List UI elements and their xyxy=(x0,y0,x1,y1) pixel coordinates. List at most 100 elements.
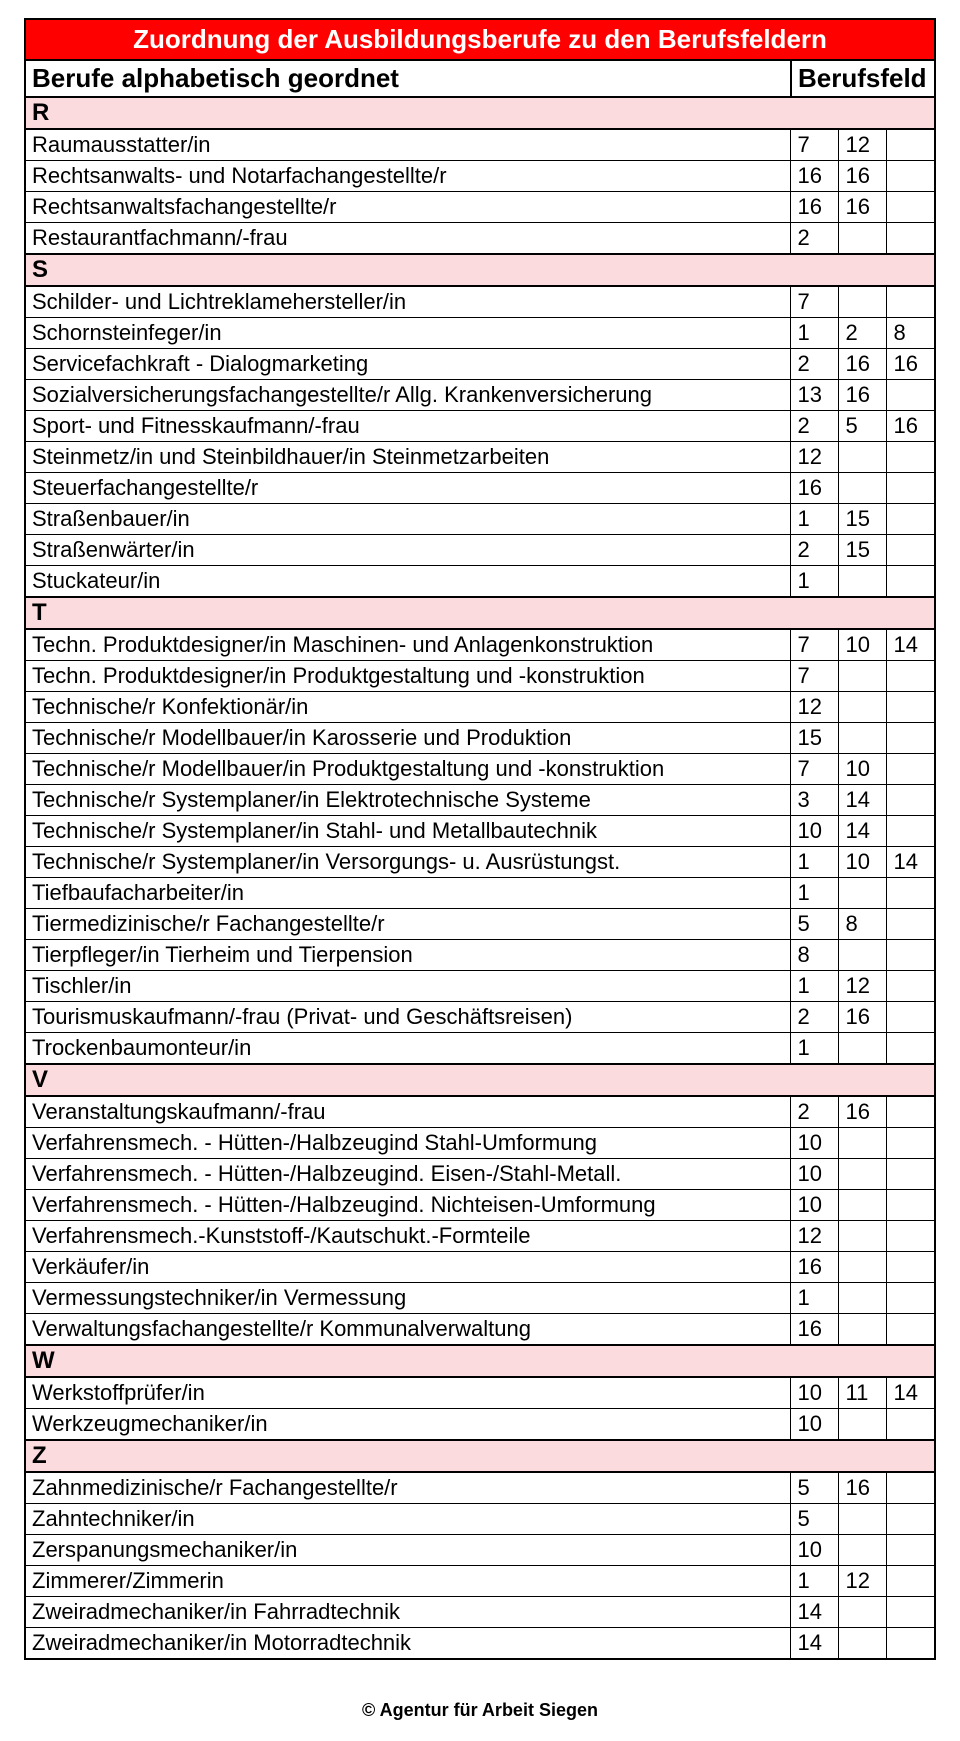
field-code: 16 xyxy=(839,1472,887,1504)
section-row: W xyxy=(25,1345,935,1377)
field-code: 15 xyxy=(839,504,887,535)
field-code: 14 xyxy=(839,785,887,816)
field-code xyxy=(887,1159,935,1190)
field-code: 1 xyxy=(791,318,839,349)
occupation-name: Vermessungstechniker/in Vermessung xyxy=(25,1283,791,1314)
field-code xyxy=(887,192,935,223)
field-code: 5 xyxy=(791,909,839,940)
occupation-name: Rechtsanwalts- und Notarfachangestellte/… xyxy=(25,161,791,192)
field-code: 10 xyxy=(791,816,839,847)
field-code xyxy=(839,1628,887,1660)
field-code xyxy=(887,1597,935,1628)
occupation-name: Verkäufer/in xyxy=(25,1252,791,1283)
field-code xyxy=(887,1314,935,1346)
section-blank xyxy=(791,1440,839,1472)
section-blank xyxy=(791,97,839,129)
field-code xyxy=(839,723,887,754)
field-code: 16 xyxy=(839,1096,887,1128)
field-code: 12 xyxy=(791,442,839,473)
occupation-name: Stuckateur/in xyxy=(25,566,791,598)
field-code xyxy=(839,1504,887,1535)
occupation-name: Zweiradmechaniker/in Motorradtechnik xyxy=(25,1628,791,1660)
section-letter: V xyxy=(25,1064,791,1096)
table-row: Tierpfleger/in Tierheim und Tierpension8 xyxy=(25,940,935,971)
table-row: Straßenbauer/in115 xyxy=(25,504,935,535)
field-code: 14 xyxy=(887,1377,935,1409)
table-row: Vermessungstechniker/in Vermessung1 xyxy=(25,1283,935,1314)
section-letter: Z xyxy=(25,1440,791,1472)
table-row: Rechtsanwaltsfachangestellte/r1616 xyxy=(25,192,935,223)
table-row: Rechtsanwalts- und Notarfachangestellte/… xyxy=(25,161,935,192)
field-code: 2 xyxy=(839,318,887,349)
field-code: 10 xyxy=(791,1535,839,1566)
field-code xyxy=(887,1535,935,1566)
table-row: Zweiradmechaniker/in Motorradtechnik14 xyxy=(25,1628,935,1660)
field-code: 1 xyxy=(791,847,839,878)
section-blank xyxy=(839,1345,887,1377)
field-code: 1 xyxy=(791,878,839,909)
table-row: Werkstoffprüfer/in101114 xyxy=(25,1377,935,1409)
section-row: S xyxy=(25,254,935,286)
occupation-name: Techn. Produktdesigner/in Produktgestalt… xyxy=(25,661,791,692)
table-row: Stuckateur/in1 xyxy=(25,566,935,598)
table-row: Steuerfachangestellte/r16 xyxy=(25,473,935,504)
field-code: 1 xyxy=(791,971,839,1002)
table-row: Techn. Produktdesigner/in Maschinen- und… xyxy=(25,629,935,661)
section-letter: W xyxy=(25,1345,791,1377)
field-code: 16 xyxy=(839,1002,887,1033)
field-code: 2 xyxy=(791,1002,839,1033)
field-code: 14 xyxy=(791,1628,839,1660)
section-blank xyxy=(839,1440,887,1472)
occupation-name: Sport- und Fitnesskaufmann/-frau xyxy=(25,411,791,442)
field-code: 5 xyxy=(791,1472,839,1504)
field-code: 8 xyxy=(887,318,935,349)
table-row: Verfahrensmech. - Hütten-/Halbzeugind. E… xyxy=(25,1159,935,1190)
field-code xyxy=(887,504,935,535)
table-row: Werkzeugmechaniker/in10 xyxy=(25,1409,935,1441)
field-code xyxy=(839,940,887,971)
table-row: Zerspanungsmechaniker/in10 xyxy=(25,1535,935,1566)
field-code xyxy=(887,1033,935,1065)
section-blank xyxy=(887,254,935,286)
section-row: R xyxy=(25,97,935,129)
field-code xyxy=(887,1128,935,1159)
occupation-name: Straßenwärter/in xyxy=(25,535,791,566)
field-code xyxy=(887,473,935,504)
table-row: Zahntechniker/in5 xyxy=(25,1504,935,1535)
table-header: Berufe alphabetisch geordnet Berufsfeld xyxy=(25,61,935,97)
field-code: 2 xyxy=(791,349,839,380)
field-code: 16 xyxy=(887,411,935,442)
field-code: 16 xyxy=(791,161,839,192)
table-row: Tiefbaufacharbeiter/in1 xyxy=(25,878,935,909)
section-blank xyxy=(839,97,887,129)
field-code xyxy=(839,1221,887,1252)
field-code: 8 xyxy=(791,940,839,971)
table-row: Veranstaltungskaufmann/-frau216 xyxy=(25,1096,935,1128)
table-row: Verwaltungsfachangestellte/r Kommunalver… xyxy=(25,1314,935,1346)
field-code: 16 xyxy=(839,380,887,411)
section-row: V xyxy=(25,1064,935,1096)
field-code: 7 xyxy=(791,129,839,161)
occupation-name: Verfahrensmech. - Hütten-/Halbzeugind. E… xyxy=(25,1159,791,1190)
field-code xyxy=(887,1472,935,1504)
occupation-name: Zahnmedizinische/r Fachangestellte/r xyxy=(25,1472,791,1504)
field-code xyxy=(887,442,935,473)
occupation-name: Technische/r Modellbauer/in Karosserie u… xyxy=(25,723,791,754)
section-blank xyxy=(887,1440,935,1472)
table-row: Tourismuskaufmann/-frau (Privat- und Ges… xyxy=(25,1002,935,1033)
occupation-name: Verfahrensmech. - Hütten-/Halbzeugind. N… xyxy=(25,1190,791,1221)
field-code: 16 xyxy=(887,349,935,380)
table-row: Trockenbaumonteur/in1 xyxy=(25,1033,935,1065)
field-code xyxy=(887,785,935,816)
table-row: Verfahrensmech.-Kunststoff-/Kautschukt.-… xyxy=(25,1221,935,1252)
field-code: 8 xyxy=(839,909,887,940)
field-code: 2 xyxy=(791,1096,839,1128)
field-code: 13 xyxy=(791,380,839,411)
field-code xyxy=(887,971,935,1002)
field-code: 7 xyxy=(791,286,839,318)
field-code xyxy=(887,1096,935,1128)
section-blank xyxy=(839,254,887,286)
field-code xyxy=(887,940,935,971)
section-blank xyxy=(839,1064,887,1096)
field-code xyxy=(839,661,887,692)
